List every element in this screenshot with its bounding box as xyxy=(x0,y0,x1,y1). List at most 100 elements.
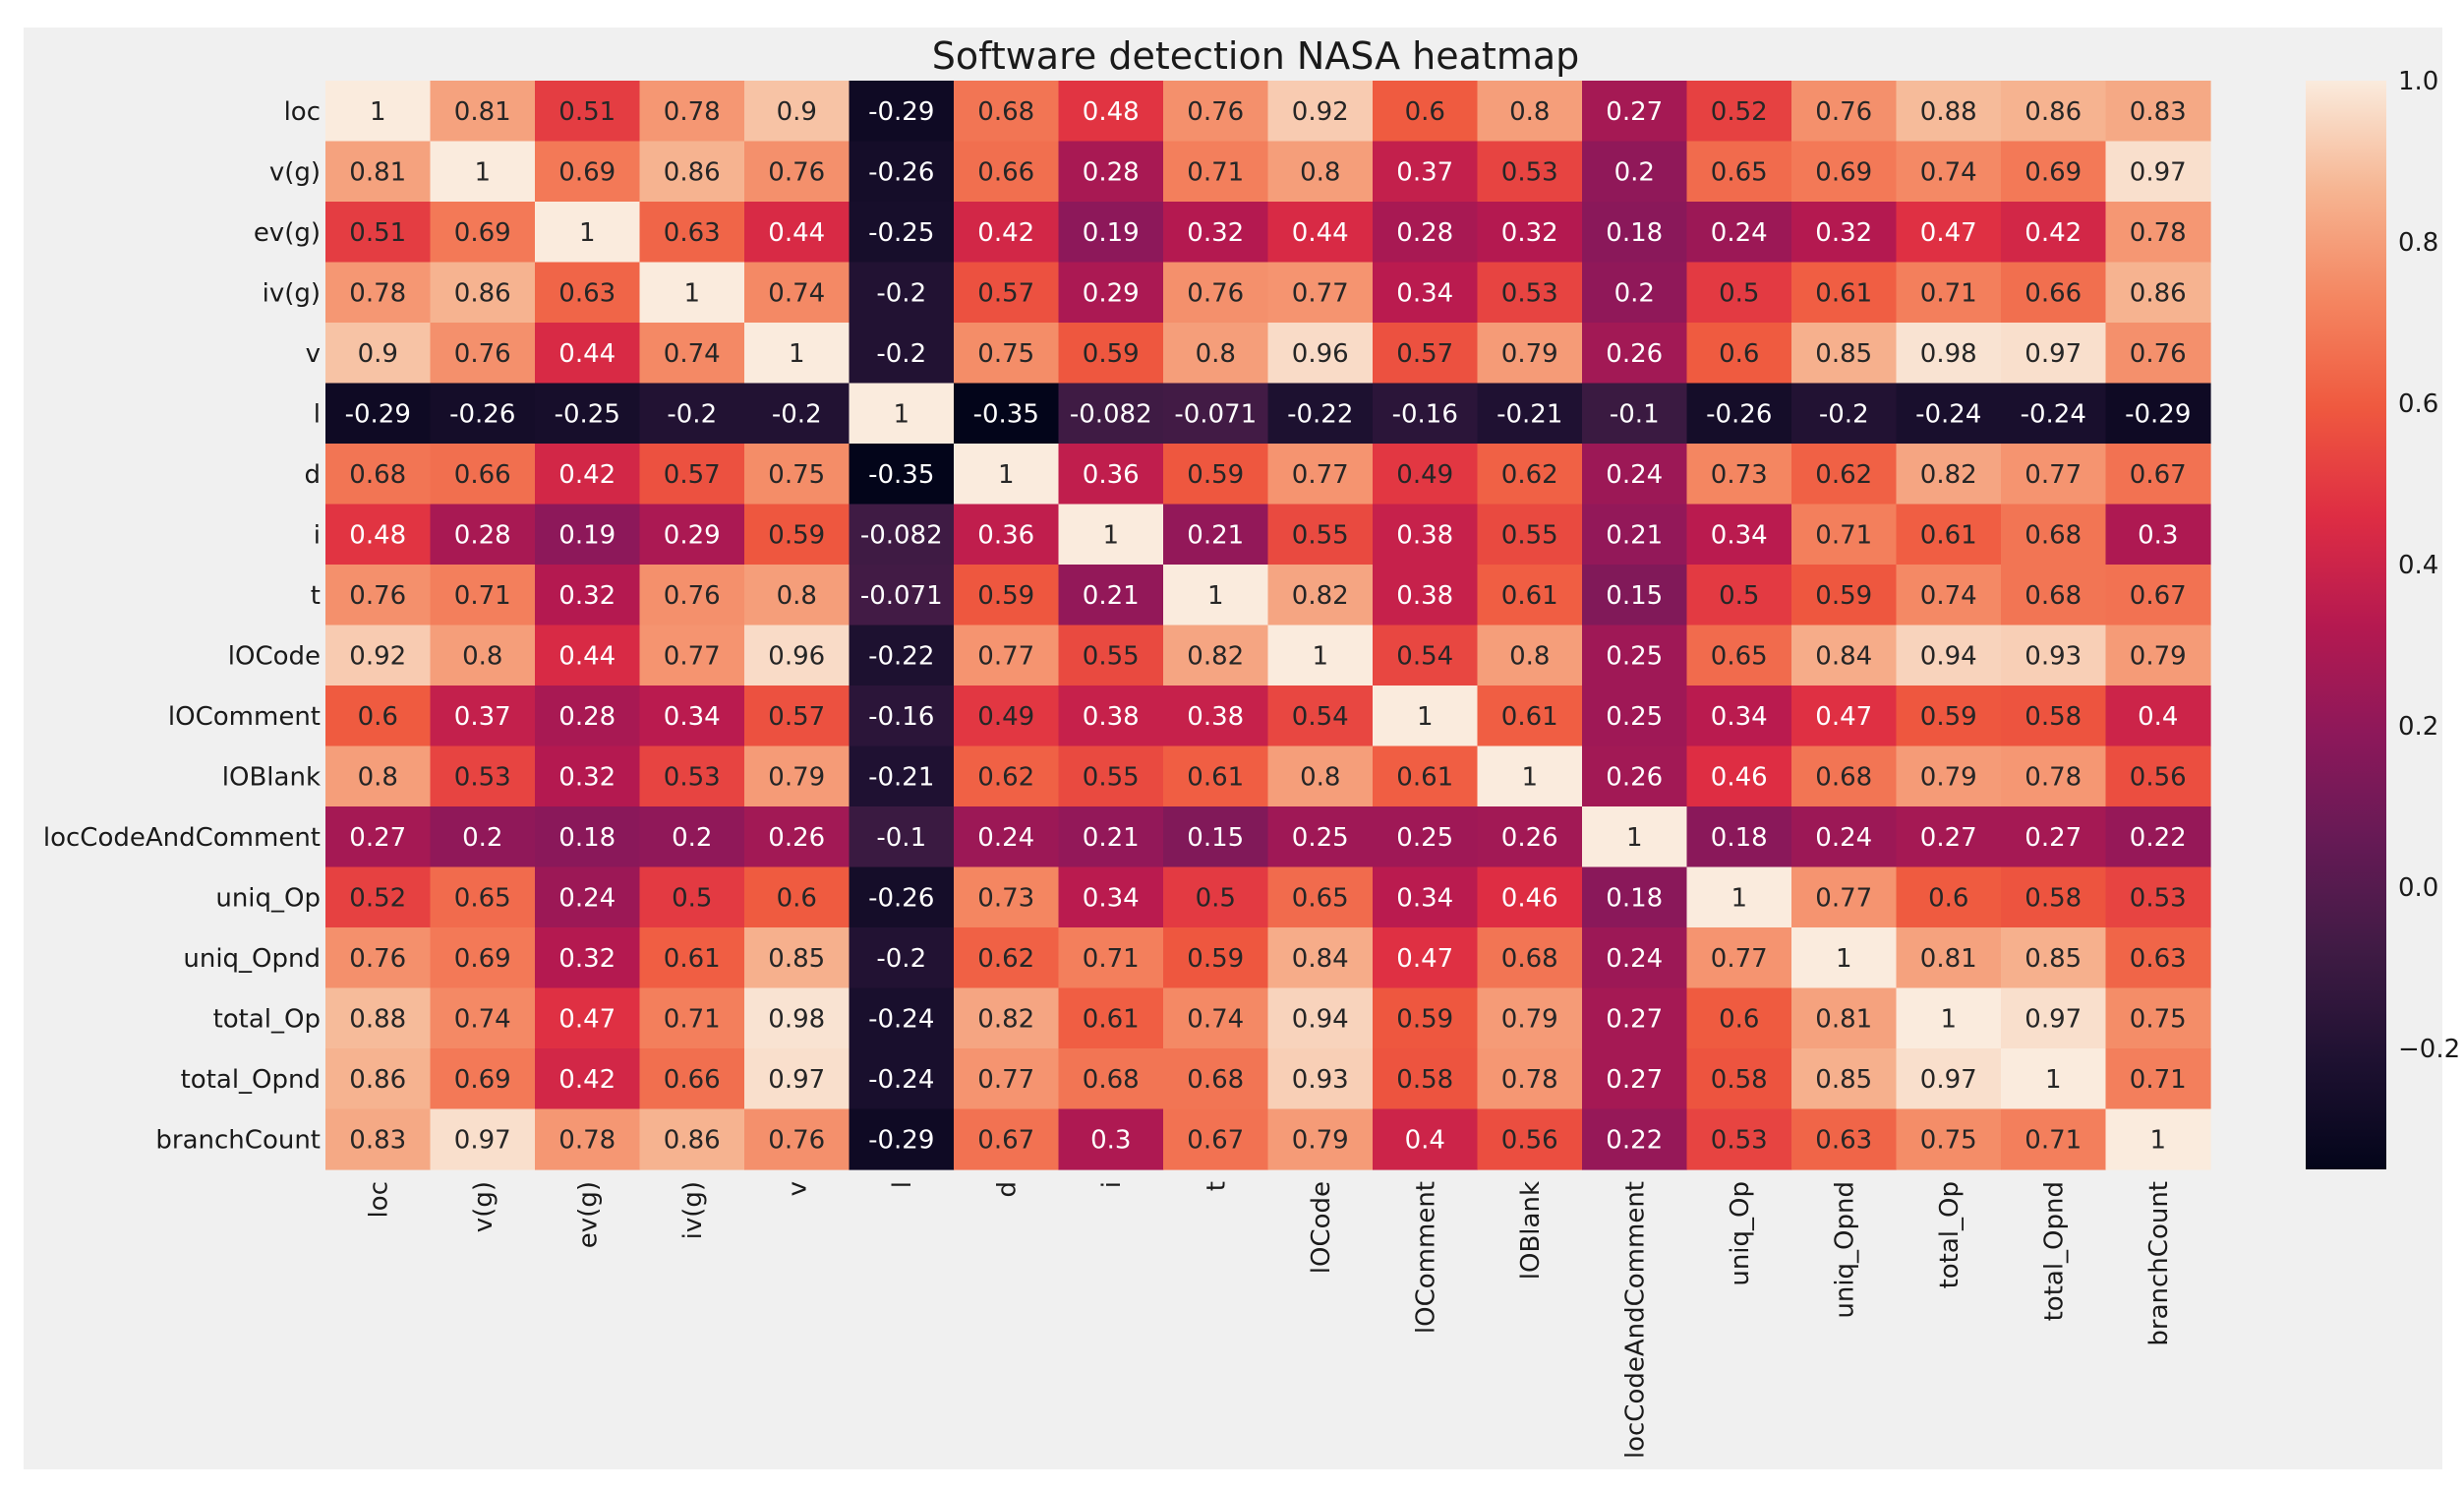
heatmap-cell xyxy=(430,323,536,385)
heatmap-cell-value: 0.83 xyxy=(349,1125,406,1155)
heatmap-cell xyxy=(954,504,1060,566)
heatmap-cell xyxy=(1896,444,2002,506)
heatmap-cell-value: 0.76 xyxy=(664,581,721,611)
heatmap-cell-value: 0.2 xyxy=(1614,157,1655,187)
heatmap-cell xyxy=(430,565,536,626)
heatmap-cell xyxy=(2105,565,2211,626)
heatmap-cell xyxy=(2001,383,2107,445)
heatmap-cell-value: 0.44 xyxy=(558,339,616,369)
heatmap-cell xyxy=(1896,686,2002,747)
heatmap-cell-value: 0.8 xyxy=(777,581,817,611)
heatmap-cell xyxy=(1058,866,1164,928)
heatmap-cell xyxy=(639,383,745,445)
heatmap-cell xyxy=(1686,1108,1792,1170)
heatmap-cell-value: 0.24 xyxy=(1606,460,1663,490)
heatmap-cell-value: -0.29 xyxy=(868,97,934,127)
heatmap-cell-value: 0.69 xyxy=(558,157,616,187)
heatmap-cell-value: -0.1 xyxy=(1610,399,1660,429)
heatmap-cell-value: 0.79 xyxy=(1501,1004,1558,1034)
heatmap-cell-value: 0.68 xyxy=(1187,1065,1244,1095)
heatmap-cell-value: 0.98 xyxy=(768,1004,825,1034)
column-label-loccodeandcomment: locCodeAndComment xyxy=(1620,1181,1650,1459)
heatmap-cell-value: 0.71 xyxy=(1083,944,1140,974)
heatmap-cell-value: 0.69 xyxy=(454,944,511,974)
heatmap-cell-value: 0.82 xyxy=(1920,460,1977,490)
heatmap-cell-value: 0.42 xyxy=(2024,218,2082,248)
heatmap-cell-value: -0.1 xyxy=(876,823,926,853)
heatmap-cell xyxy=(1058,1048,1164,1110)
heatmap-cell-value: 0.53 xyxy=(664,762,721,792)
heatmap-cell-value: 0.85 xyxy=(1815,1065,1872,1095)
heatmap-cell xyxy=(639,565,745,626)
heatmap-cell-value: 0.53 xyxy=(2130,883,2187,913)
heatmap-cell xyxy=(849,625,955,686)
heatmap-cell-value: 0.18 xyxy=(1606,883,1663,913)
heatmap-cell-value: 0.22 xyxy=(1606,1125,1663,1155)
heatmap-cells xyxy=(325,81,2211,1170)
heatmap-cell-value: 0.5 xyxy=(1196,883,1236,913)
heatmap-cell-value: 0.27 xyxy=(2024,823,2082,853)
heatmap-cell xyxy=(1791,866,1898,928)
heatmap-cell xyxy=(1373,866,1479,928)
heatmap-cell-value: 0.4 xyxy=(2138,702,2178,732)
heatmap-cell xyxy=(954,746,1060,807)
heatmap-cell xyxy=(954,866,1060,928)
heatmap-cell-value: 0.63 xyxy=(664,218,721,248)
heatmap-cell xyxy=(1582,81,1688,143)
heatmap-cell-value: 0.44 xyxy=(558,641,616,671)
heatmap-cell-value: 0.71 xyxy=(2024,1125,2082,1155)
heatmap-cell-value: 0.69 xyxy=(454,218,511,248)
heatmap-cell-value: 0.78 xyxy=(558,1125,616,1155)
heatmap-cell xyxy=(849,565,955,626)
heatmap-cell xyxy=(1267,323,1374,385)
heatmap-cell-value: 0.93 xyxy=(2024,641,2082,671)
heatmap-cell-value: 1 xyxy=(1731,883,1747,913)
heatmap-cell xyxy=(1686,927,1792,989)
heatmap-cell xyxy=(2105,141,2211,203)
heatmap-cell-value: 0.96 xyxy=(768,641,825,671)
heatmap-cell-value: 0.57 xyxy=(977,278,1034,308)
heatmap-cell xyxy=(535,202,641,264)
heatmap-cell-value: 0.18 xyxy=(1711,823,1768,853)
heatmap-cell-value: 0.55 xyxy=(1292,520,1349,550)
heatmap-cell-value: 0.79 xyxy=(768,762,825,792)
heatmap-cell xyxy=(1477,927,1583,989)
heatmap-cell-value: 0.8 xyxy=(1509,97,1550,127)
heatmap-cell-value: 0.86 xyxy=(664,157,721,187)
heatmap-cell xyxy=(1163,806,1269,868)
heatmap-cell xyxy=(639,1108,745,1170)
heatmap-cell xyxy=(1373,81,1479,143)
heatmap-cell xyxy=(1791,141,1898,203)
heatmap-cell-value: 0.61 xyxy=(1187,762,1244,792)
heatmap-cell xyxy=(535,383,641,445)
heatmap-cell xyxy=(1791,625,1898,686)
heatmap-cell-value: 0.8 xyxy=(1509,641,1550,671)
column-label-v: v xyxy=(783,1181,812,1196)
heatmap-cell-value: 0.77 xyxy=(977,641,1034,671)
heatmap-cell xyxy=(1477,141,1583,203)
heatmap-cell-value: 0.76 xyxy=(768,1125,825,1155)
heatmap-cell-value: 0.44 xyxy=(1292,218,1349,248)
heatmap-cell-value: 0.9 xyxy=(358,339,398,369)
row-tick-labels: loc v(g) ev(g) iv(g) vl di t lOCode lOComment lOB… xyxy=(43,97,321,1156)
heatmap-cell xyxy=(1373,927,1479,989)
heatmap-cell xyxy=(325,1108,432,1170)
heatmap-cell xyxy=(1896,141,2002,203)
heatmap-cell-value: 0.26 xyxy=(768,823,825,853)
heatmap-cell-value: 0.77 xyxy=(1815,883,1872,913)
heatmap-cell xyxy=(1477,1108,1583,1170)
heatmap-cell-value: 0.32 xyxy=(1187,218,1244,248)
heatmap-cell xyxy=(1477,866,1583,928)
heatmap-cell xyxy=(2001,625,2107,686)
heatmap-cell-value: 0.68 xyxy=(1083,1065,1140,1095)
heatmap-cell-value: 0.21 xyxy=(1083,823,1140,853)
heatmap-cell xyxy=(1686,81,1792,143)
heatmap-cell xyxy=(1267,866,1374,928)
heatmap-cell-value: 0.34 xyxy=(664,702,721,732)
colorbar-tick-label: −0.2 xyxy=(2398,1035,2460,1064)
heatmap-cell xyxy=(1163,927,1269,989)
heatmap-cell xyxy=(1267,444,1374,506)
heatmap-cell xyxy=(1477,746,1583,807)
heatmap-cell xyxy=(1477,565,1583,626)
heatmap-cell xyxy=(1477,806,1583,868)
